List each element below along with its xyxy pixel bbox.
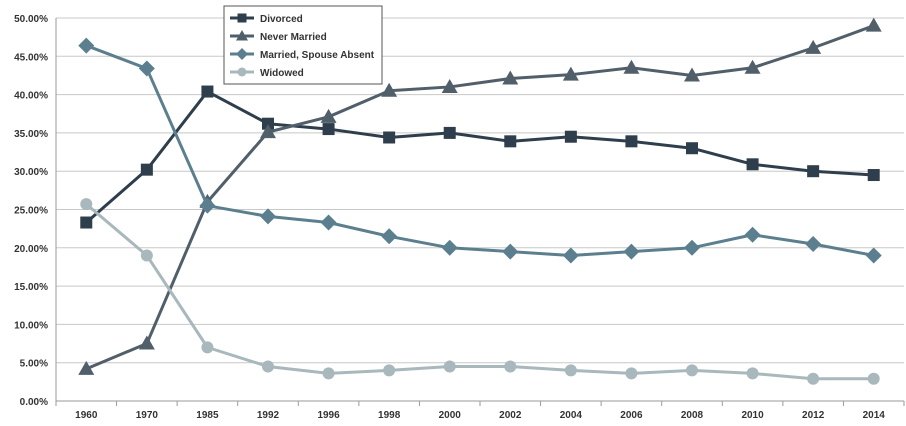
data-point-married-spouse-absent	[78, 37, 95, 54]
data-point-never-married	[502, 70, 519, 85]
data-point-married-spouse-absent	[441, 239, 458, 256]
data-point-divorced	[80, 216, 93, 229]
legend-label-widowed: Widowed	[260, 68, 304, 79]
data-point-divorced	[262, 117, 274, 130]
y-tick-label: 20.00%	[14, 244, 48, 255]
data-point-widowed	[807, 372, 820, 385]
data-point-divorced	[443, 126, 456, 139]
data-point-never-married	[744, 59, 761, 74]
data-point-widowed	[383, 364, 396, 377]
x-tick-label: 1996	[317, 410, 340, 421]
data-point-married-spouse-absent	[684, 239, 700, 256]
y-tick-label: 25.00%	[14, 206, 48, 217]
series-line-widowed	[85, 202, 874, 381]
data-point-widowed	[867, 372, 880, 385]
x-tick-label: 1992	[257, 410, 280, 421]
data-point-married-spouse-absent	[805, 235, 822, 252]
data-point-divorced	[140, 163, 153, 176]
legend-marker-widowed	[237, 67, 247, 77]
data-point-never-married	[805, 39, 822, 54]
data-point-married-spouse-absent	[562, 247, 579, 264]
data-point-never-married	[684, 67, 700, 82]
data-point-never-married	[78, 360, 95, 375]
data-point-divorced	[383, 131, 396, 144]
x-tick-label: 2012	[802, 410, 825, 421]
legend: Divorced Never Married Married, Spouse Abs…	[223, 5, 383, 85]
x-tick-label: 2006	[620, 410, 643, 421]
data-point-widowed	[140, 249, 153, 262]
y-tick-label: 35.00%	[14, 129, 48, 140]
legend-label-never-married: Never Married	[260, 32, 327, 43]
x-tick-label: 2002	[499, 410, 522, 421]
x-tick-label: 2014	[863, 410, 886, 421]
y-tick-label: 45.00%	[14, 52, 48, 63]
x-tick-label: 2008	[681, 410, 704, 421]
data-point-divorced	[625, 135, 638, 148]
data-point-widowed	[504, 360, 517, 373]
data-point-married-spouse-absent	[744, 226, 761, 243]
data-point-divorced	[322, 123, 335, 136]
series-line-never-married	[85, 24, 875, 371]
data-point-divorced	[807, 165, 820, 178]
legend-label-married-spouse-absent: Married, Spouse Absent	[260, 50, 375, 61]
data-point-married-spouse-absent	[381, 228, 398, 245]
legend-label-divorced: Divorced	[260, 14, 303, 25]
data-point-widowed	[686, 364, 698, 377]
data-point-never-married	[381, 82, 398, 97]
data-point-widowed	[564, 364, 577, 377]
data-point-never-married	[260, 124, 276, 139]
y-tick-label: 50.00%	[14, 14, 48, 25]
data-point-widowed	[746, 367, 759, 380]
data-point-never-married	[441, 78, 458, 93]
data-point-married-spouse-absent	[260, 208, 276, 225]
data-point-never-married	[865, 17, 882, 32]
data-point-married-spouse-absent	[502, 243, 519, 260]
data-point-married-spouse-absent	[623, 243, 640, 260]
data-point-widowed	[625, 367, 638, 380]
data-point-married-spouse-absent	[199, 197, 216, 214]
data-point-divorced	[504, 135, 517, 148]
y-tick-label: 10.00%	[14, 320, 48, 331]
y-tick-label: 30.00%	[14, 167, 48, 178]
legend-marker-divorced	[237, 13, 247, 23]
data-point-never-married	[623, 59, 640, 74]
data-point-widowed	[322, 367, 335, 380]
x-tick-label: 1985	[196, 410, 219, 421]
data-point-divorced	[746, 158, 759, 171]
data-point-never-married	[320, 108, 337, 123]
data-point-never-married	[138, 335, 155, 350]
x-tick-label: 1998	[378, 410, 401, 421]
data-point-married-spouse-absent	[865, 247, 882, 264]
y-tick-label: 5.00%	[20, 359, 48, 370]
series-line-married-spouse-absent	[85, 44, 874, 257]
data-point-widowed	[262, 360, 274, 373]
data-point-married-spouse-absent	[138, 60, 155, 77]
data-point-divorced	[686, 142, 698, 155]
data-point-widowed	[80, 198, 93, 211]
x-tick-label: 2004	[560, 410, 583, 421]
x-tick-label: 2010	[741, 410, 764, 421]
data-point-married-spouse-absent	[320, 214, 337, 231]
data-point-divorced	[564, 130, 577, 143]
data-point-divorced	[201, 85, 214, 98]
series-line-divorced	[85, 90, 874, 224]
legend-marker-married-spouse-absent	[236, 48, 248, 60]
x-tick-label: 1960	[75, 410, 98, 421]
x-tick-label: 2000	[439, 410, 462, 421]
data-point-never-married	[562, 66, 579, 81]
data-point-widowed	[443, 360, 456, 373]
data-point-divorced	[867, 169, 880, 182]
legend-marker-never-married	[236, 30, 248, 41]
y-tick-label: 0.00%	[20, 397, 48, 408]
y-tick-label: 40.00%	[14, 91, 48, 102]
x-tick-label: 1970	[136, 410, 159, 421]
data-point-widowed	[201, 341, 214, 354]
y-tick-label: 15.00%	[14, 282, 48, 293]
